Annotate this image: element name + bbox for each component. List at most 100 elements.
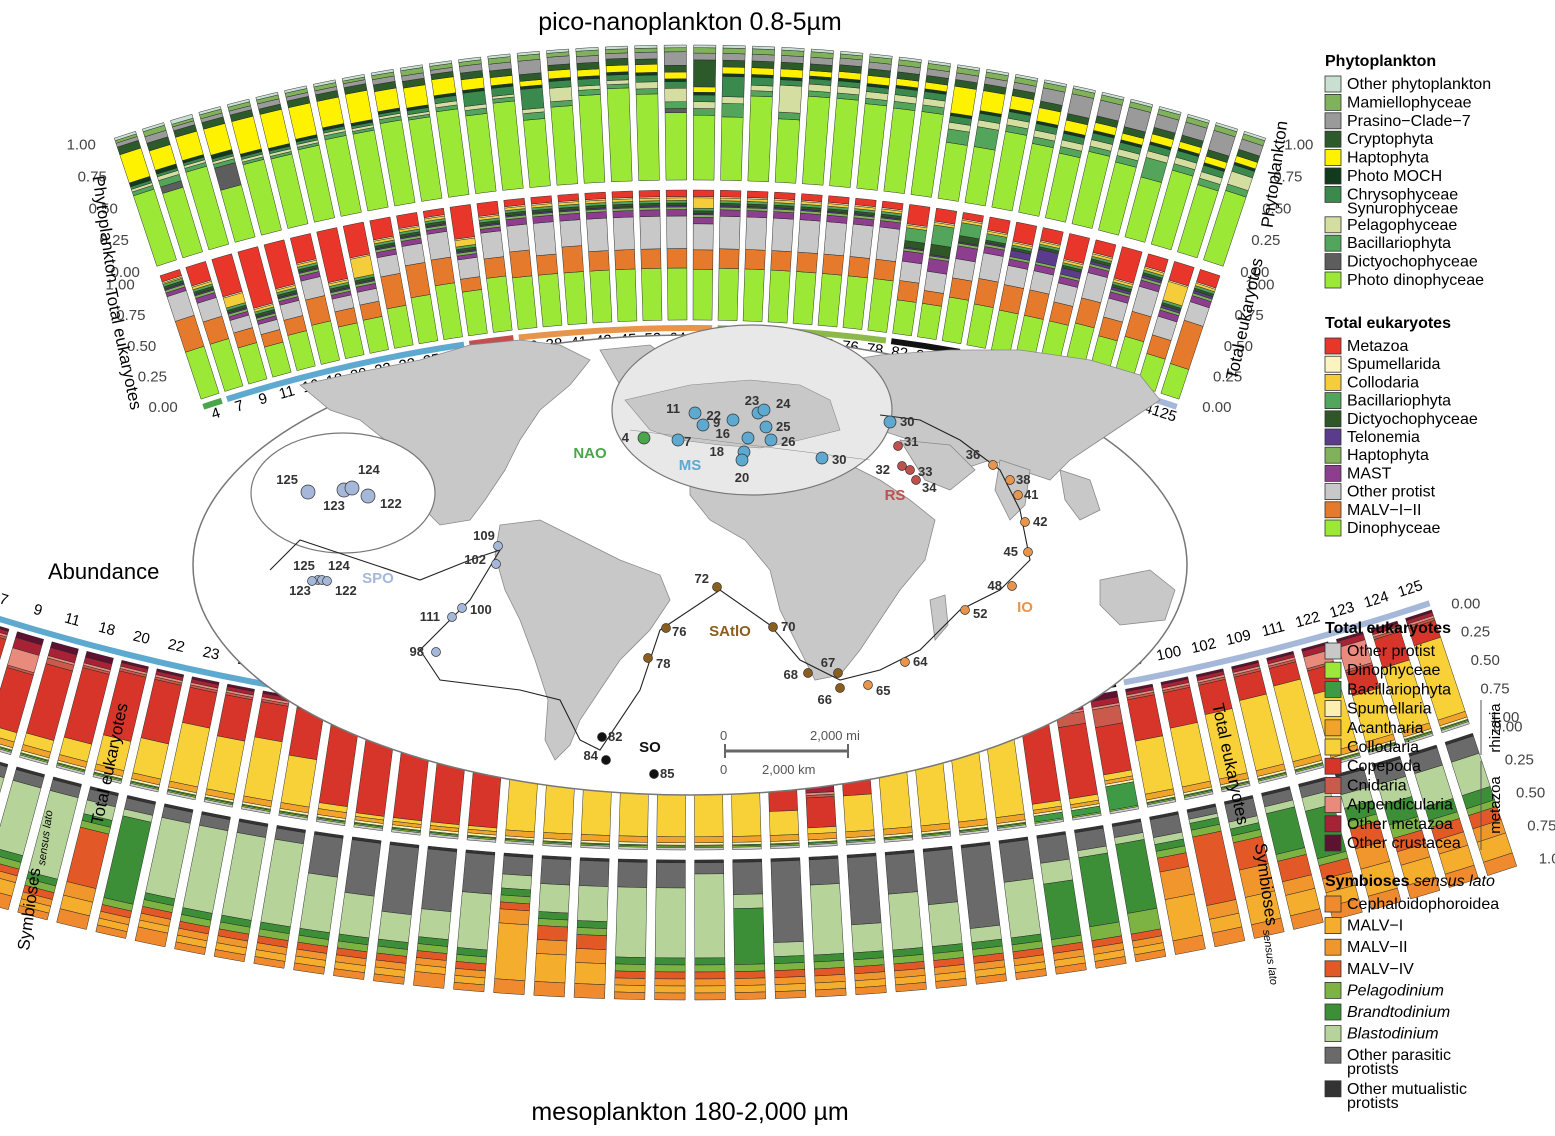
phyto-bar-16-4 [231,115,262,155]
map-station-41 [1013,490,1023,500]
symb-bar-66-5 [773,955,805,964]
eukbot-bar-78-0 [997,824,1027,832]
euktop-bar-98-0 [987,216,1011,234]
bottom-station-7: 7 [0,590,10,609]
map-station-label-125: 125 [293,558,315,573]
phyto-legend-label-8: Bacillariophyta [1347,235,1451,252]
symb-bar-30-7 [308,833,344,878]
symb-bar-98-2 [1159,866,1195,900]
symb-legend-label-3: MALV−IV [1347,961,1414,978]
euktop-bar-41-9 [561,245,584,274]
euktop-bar-64-2 [666,197,687,201]
eukbot-bar-20-0 [92,774,122,784]
euktop-legend-swatch-7 [1324,464,1342,482]
euktop-legend-title: Total eukaryotes [1325,315,1451,332]
symb-bar-52-6 [654,887,686,959]
euktop-bar-38-10 [537,273,563,328]
eukbot-bar-68-5 [843,793,875,833]
euktop-bar-16-0 [263,239,296,290]
symb-bar-65-5 [733,907,765,965]
symb-legend-label-5: Brandtodinium [1347,1004,1450,1021]
phyto-bar-66-0 [722,45,746,49]
map-station-label-41: 41 [1024,487,1038,502]
euktop-left-tick-2: 0.50 [127,338,156,355]
phyto-bar-66-3 [722,59,746,68]
euktop-bar-66-7 [719,209,741,217]
map-station-label-123: 123 [289,583,311,598]
eukbot-bar-18-0 [55,764,85,775]
eukbot-legend-swatch-2 [1324,681,1342,698]
symb-bar-66-1 [774,983,806,992]
euktop-bar-25-9 [405,262,431,299]
map-station-label-52: 52 [973,606,987,621]
phyto-bar-65-5 [693,92,716,96]
euktop-bar-100-0 [1012,221,1038,246]
symb-bar-65-2 [734,977,766,986]
eukbot-bar-24-0 [203,799,234,808]
symb-bar-41-2 [536,939,568,956]
phyto-bar-70-0 [810,48,834,54]
euktop-bar-9-0 [211,253,243,298]
symb-bar-25-6 [221,832,266,921]
euktop-bar-25-8 [401,242,426,267]
phyto-bar-30-0 [399,64,423,72]
eukbot-bar-22-0 [129,783,159,793]
phyto-legend-swatch-1 [1324,94,1342,111]
symb-bar-23-6 [145,817,191,900]
map-station-64 [900,657,910,667]
euktop-bar-76-0 [854,197,877,208]
phyto-bar-23-4 [344,90,373,124]
phyto-bar-18-0 [255,91,279,101]
euktop-bar-4-0 [159,269,182,283]
symb-bar-65-0 [734,991,766,1000]
phyto-bar-67-10 [747,95,773,183]
map-station-label-76: 76 [672,624,686,639]
map-station-82 [597,732,607,742]
symb-bar-78-0 [1015,968,1047,980]
euktop-bar-98-10 [966,303,994,349]
phyto-bar-65-10 [693,114,716,181]
map-station-label-125: 125 [276,472,298,487]
phyto-bar-65-2 [693,52,717,61]
phyto-right-tick-2: 0.50 [1262,200,1291,217]
euktop-bar-67-9 [744,249,766,270]
symb-bar-67-6 [810,883,844,956]
map-station-label-32: 32 [876,462,890,477]
bottom-station-123: 123 [1328,599,1357,622]
phyto-bar-52-8 [635,88,659,95]
eukbot-bar-100-5 [1169,722,1211,788]
scale-mi-zero: 0 [720,728,727,743]
phyto-bar-66-6 [721,76,745,98]
phyto-legend-swatch-2 [1324,112,1342,130]
map-station-123 [307,576,317,586]
symb-bar-45-0 [614,991,646,1000]
symb-bar-33-7 [421,848,457,912]
euktop-bar-18-9 [305,295,331,326]
bracket-label-metazoa: metazoa [1487,776,1504,834]
symb-bar-65-7 [732,861,763,895]
eukbot-bar-24-5 [206,735,246,795]
map-station-label-84: 84 [584,748,599,763]
phyto-bar-22-0 [312,79,336,88]
phyto-bar-38-10 [523,118,551,188]
eukbot-bar-23-6 [182,686,218,729]
phyto-bar-64-0 [663,44,687,49]
phyto-bar-32-4 [431,76,456,97]
map-station-34 [911,475,921,485]
euktop-bar-76-9 [847,256,870,279]
eukbot-legend-label-5: Collodaria [1347,739,1419,756]
eukbot-legend-label-10: Other crustacea [1347,835,1461,852]
map-station-label-111: 111 [420,609,440,624]
euktop-legend-label-0: Metazoa [1347,338,1408,355]
symb-bar-52-7 [655,862,686,889]
phyto-bar-25-4 [374,87,400,112]
phyto-bar-66-4 [722,66,745,75]
map-station-label-38: 38 [1016,472,1030,487]
eukbot-legend-title: Total eukaryotes [1325,620,1451,637]
map-station-102 [491,559,501,569]
eukbot-bar-85-6 [1095,722,1132,776]
eukbot-bar-67-0 [808,842,838,848]
phyto-bar-109-0 [1101,91,1125,101]
euktop-legend-label-8: Other protist [1347,484,1436,501]
symb-bar-45-1 [614,984,646,993]
